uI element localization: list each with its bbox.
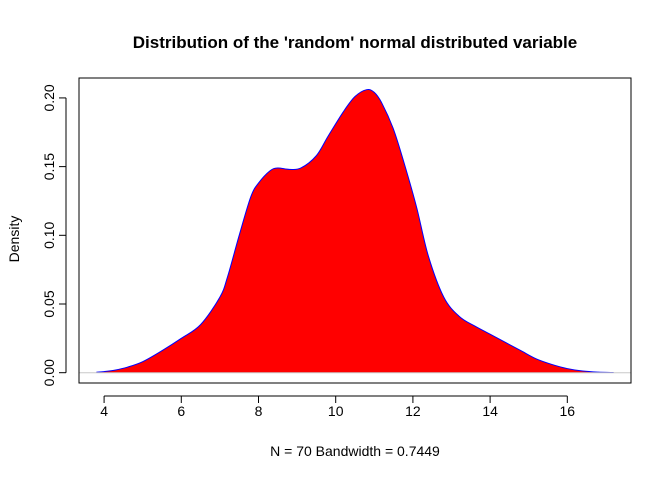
y-tick-label: 0.05	[41, 290, 57, 317]
y-axis: 0.00 0.05 0.10 0.15 0.20	[41, 84, 67, 386]
y-tick-label: 0.20	[41, 84, 57, 111]
x-tick-label: 8	[255, 403, 263, 419]
y-tick-label: 0.00	[41, 359, 57, 386]
density-area	[96, 89, 614, 373]
x-tick-label: 6	[177, 403, 185, 419]
chart-title: Distribution of the 'random' normal dist…	[133, 33, 577, 52]
x-axis: 4 6 8 10 12 14 16	[100, 395, 576, 419]
x-tick-label: 14	[482, 403, 498, 419]
y-tick-label: 0.15	[41, 153, 57, 180]
density-line	[96, 88, 614, 374]
y-tick-label: 0.10	[41, 221, 57, 248]
x-tick-label: 10	[328, 403, 344, 419]
x-tick-label: 12	[405, 403, 421, 419]
x-axis-label: N = 70 Bandwidth = 0.7449	[270, 443, 440, 459]
x-tick-label: 4	[100, 403, 108, 419]
x-tick-label: 16	[560, 403, 576, 419]
density-area-layer	[96, 88, 614, 374]
y-axis-label: Density	[6, 216, 22, 263]
plot-frame	[78, 77, 632, 384]
